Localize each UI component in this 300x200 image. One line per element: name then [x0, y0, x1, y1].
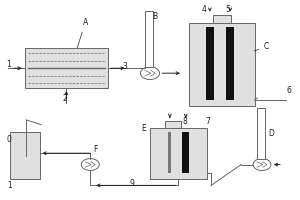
Bar [206, 27, 214, 100]
Text: C: C [254, 42, 269, 51]
Bar [10, 132, 40, 179]
Text: E: E [141, 124, 146, 133]
Text: 2: 2 [62, 94, 67, 103]
Text: 4: 4 [202, 5, 207, 14]
Text: 1: 1 [6, 60, 10, 69]
Bar [25, 48, 108, 88]
Bar [213, 15, 231, 23]
Text: 9: 9 [130, 179, 134, 188]
Bar [145, 11, 153, 67]
Bar [165, 121, 181, 128]
Bar [168, 132, 171, 173]
Text: A: A [77, 18, 88, 48]
Text: 8: 8 [183, 117, 188, 126]
Text: D: D [268, 129, 274, 138]
Bar [226, 27, 234, 100]
Text: 3: 3 [122, 62, 127, 71]
Text: B: B [152, 12, 157, 21]
Bar [257, 108, 265, 159]
Bar [150, 128, 207, 179]
Text: F: F [94, 145, 98, 154]
Text: 0: 0 [7, 135, 11, 144]
Text: 1: 1 [7, 181, 12, 190]
Text: 5: 5 [226, 5, 231, 14]
Text: 7: 7 [206, 117, 211, 126]
Bar [189, 23, 254, 106]
Bar [182, 132, 189, 173]
Text: 6: 6 [287, 86, 292, 95]
